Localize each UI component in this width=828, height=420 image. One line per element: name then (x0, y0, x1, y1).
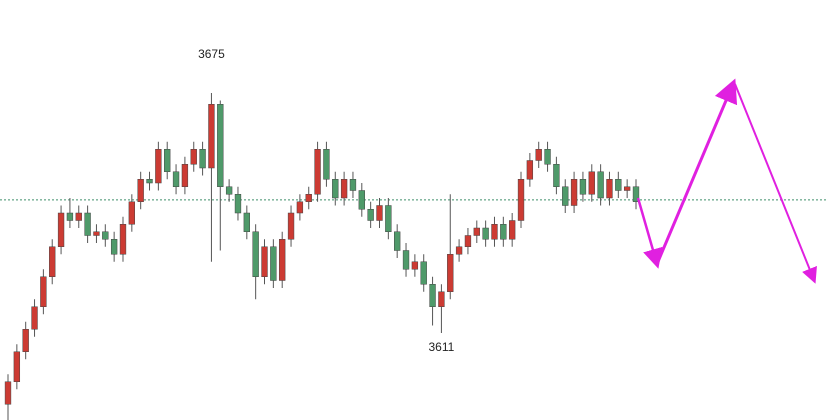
candle-body (438, 291, 445, 307)
candle-body (4, 381, 12, 405)
candle-body (491, 224, 498, 240)
candle-body (287, 212, 295, 240)
candle-body (137, 179, 144, 202)
projection-arrow (636, 197, 663, 269)
candle-body (13, 351, 21, 382)
candle-body (553, 164, 560, 187)
candle-body (279, 239, 286, 281)
candle-body (447, 254, 454, 292)
candle-body (632, 186, 640, 202)
candle-body (385, 205, 392, 232)
candle-body (597, 171, 604, 199)
candle-body (579, 179, 587, 195)
peak-label: 3675 (198, 47, 225, 61)
candle-body (349, 179, 357, 191)
candle-body (420, 261, 427, 285)
candle-body (314, 149, 321, 195)
candle-body (562, 186, 569, 206)
candle-body (588, 171, 595, 195)
candle-body (190, 149, 197, 165)
candle-body (84, 212, 91, 236)
candle-body (464, 235, 472, 247)
candle-body (570, 179, 578, 206)
candle-body (49, 246, 56, 277)
candle-body (119, 224, 127, 255)
candle-body (535, 149, 542, 161)
candle-body (110, 239, 118, 255)
candle-body (155, 149, 162, 184)
candle-body (31, 306, 38, 330)
candle-body (296, 201, 304, 214)
candle-body (500, 224, 507, 240)
candle-body (402, 250, 410, 270)
candle-body (544, 149, 551, 165)
candle-body (517, 179, 525, 221)
candle-body (22, 329, 29, 352)
candle-body (367, 209, 374, 221)
candle-body (394, 231, 401, 251)
candle-body (252, 231, 259, 277)
candle-body (623, 186, 631, 191)
projection-arrow (655, 78, 738, 265)
candle-body (526, 160, 534, 180)
candle-body (411, 261, 419, 270)
candle-body (509, 220, 516, 240)
candle-body (164, 149, 171, 172)
candle-body (234, 194, 242, 214)
candle-body (340, 179, 348, 199)
candle-body (482, 227, 489, 240)
candle-body (217, 104, 224, 187)
candle-body (358, 190, 365, 210)
candle-body (172, 171, 180, 187)
candle-body (243, 212, 250, 232)
trough-label: 3611 (429, 340, 455, 354)
candle-body (270, 246, 277, 281)
candle-body (606, 179, 613, 199)
candle-body (181, 164, 189, 187)
candle-body (128, 201, 135, 225)
candle-body (615, 179, 622, 191)
candle-body (429, 284, 436, 307)
candle-body (376, 205, 383, 221)
candle-body (66, 212, 74, 221)
candle-body (455, 246, 463, 255)
candle-body (199, 149, 206, 169)
candle-body (208, 104, 215, 169)
candle-body (57, 212, 65, 247)
candle-body (93, 231, 100, 236)
candle-body (225, 186, 233, 195)
candle-body (473, 227, 480, 236)
candle-body (332, 179, 339, 199)
candle-body (261, 246, 268, 277)
candle-body (305, 194, 312, 202)
candle-body (323, 149, 330, 180)
candle-body (75, 212, 82, 221)
candle-body (40, 276, 47, 307)
candles (0, 93, 828, 420)
projection-arrow (734, 83, 817, 284)
candle-body (146, 179, 153, 184)
candle-body (102, 231, 109, 240)
